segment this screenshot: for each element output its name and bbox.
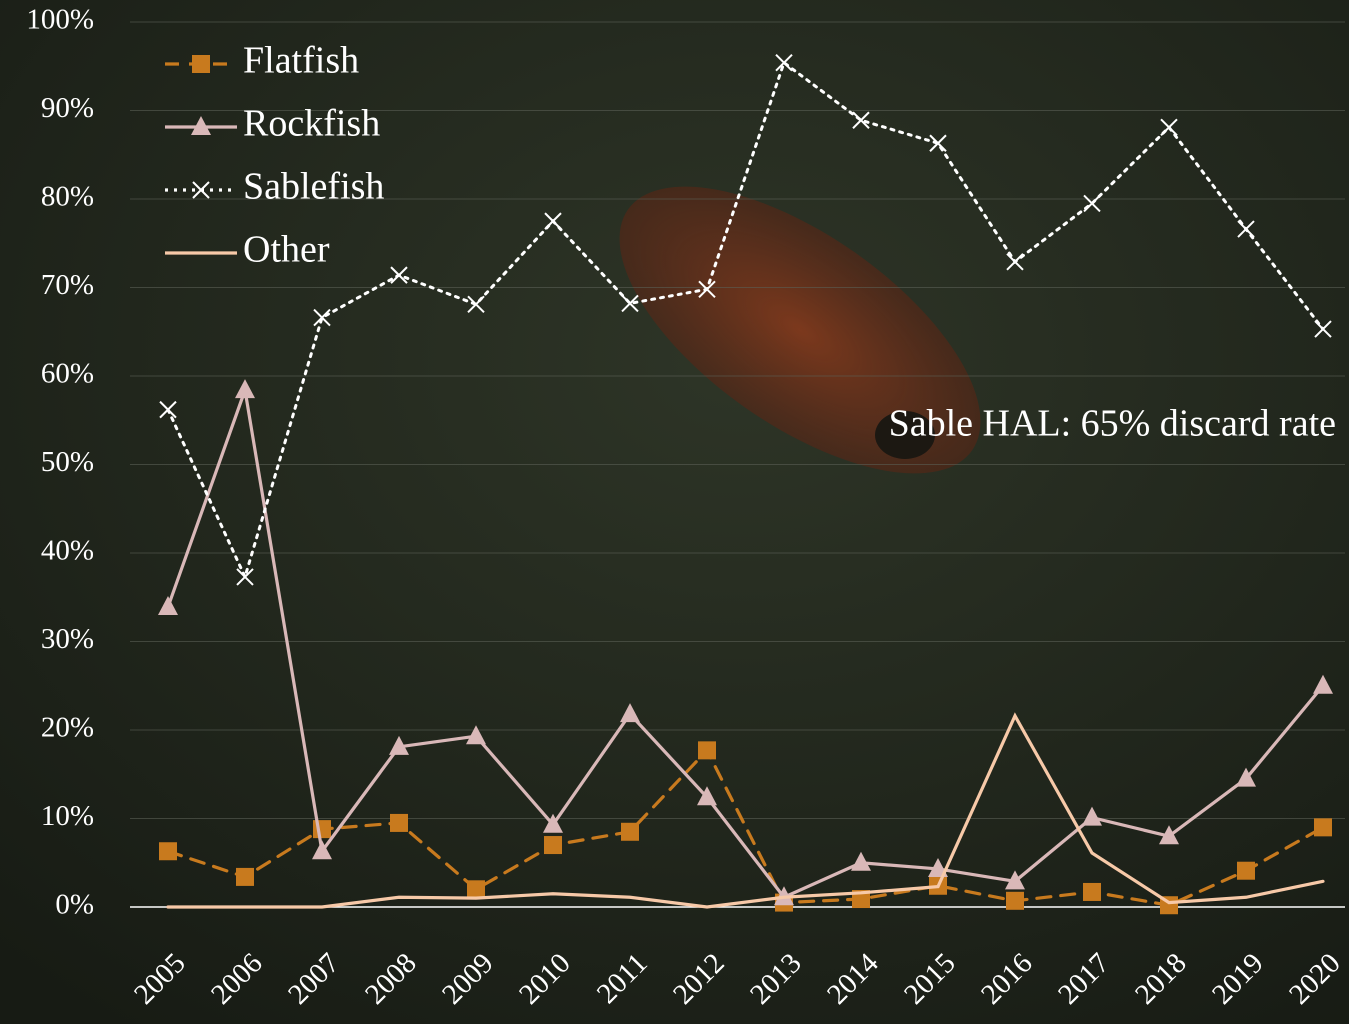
marker [1083, 882, 1101, 901]
series-line [166, 747, 1325, 907]
legend-item: Flatfish [165, 40, 359, 82]
marker [1313, 674, 1333, 694]
legend-label: Sablefish [243, 166, 384, 208]
marker [544, 836, 562, 855]
marker [1006, 891, 1024, 910]
marker [313, 308, 331, 327]
series [166, 712, 1325, 909]
marker [1237, 220, 1255, 238]
legend-label: Other [243, 229, 330, 271]
y-tick-label: 50% [41, 446, 94, 478]
marker [698, 741, 716, 760]
marker [929, 134, 947, 152]
y-tick-label: 30% [41, 623, 94, 655]
marker [544, 212, 562, 230]
marker [1082, 806, 1102, 826]
marker [1160, 118, 1178, 137]
series [159, 54, 1332, 586]
y-tick-label: 10% [41, 800, 94, 832]
marker [621, 294, 639, 313]
marker [389, 735, 409, 755]
marker [1083, 194, 1101, 213]
marker [775, 54, 793, 72]
legend-item: Other [165, 229, 330, 271]
marker [466, 725, 486, 745]
background-fish [619, 186, 981, 474]
marker [1005, 870, 1025, 890]
marker [390, 813, 408, 832]
legend-marker [192, 55, 210, 73]
series-line [166, 383, 1325, 900]
marker [1236, 767, 1256, 787]
marker [1159, 825, 1179, 845]
marker [1237, 861, 1255, 880]
legend-marker [191, 116, 211, 135]
legend-label: Rockfish [243, 103, 380, 145]
marker [236, 568, 254, 586]
y-tick-label: 80% [41, 181, 94, 213]
marker [1006, 253, 1024, 271]
legend-marker [192, 181, 210, 199]
marker [621, 822, 639, 841]
marker [697, 786, 717, 806]
legend-item: Sablefish [165, 166, 384, 208]
marker [1314, 818, 1332, 837]
marker [467, 295, 485, 314]
marker [158, 595, 178, 615]
series-line [166, 60, 1325, 582]
y-tick-label: 100% [26, 4, 94, 36]
marker [620, 703, 640, 723]
annotation: Sable HAL: 65% discard rate [889, 403, 1336, 445]
marker [235, 379, 255, 399]
y-tick-label: 0% [55, 889, 94, 921]
marker [159, 842, 177, 861]
marker [851, 851, 871, 871]
y-tick-label: 40% [41, 535, 94, 567]
y-tick-label: 20% [41, 712, 94, 744]
marker [390, 266, 408, 284]
series [158, 379, 1333, 906]
marker [1314, 320, 1332, 338]
legend-label: Flatfish [243, 40, 359, 82]
marker [543, 813, 563, 833]
marker [698, 280, 716, 298]
marker [312, 840, 332, 860]
y-tick-label: 90% [41, 92, 94, 124]
marker [159, 400, 177, 419]
marker [852, 111, 870, 129]
marker [467, 880, 485, 899]
y-tick-label: 60% [41, 358, 94, 390]
marker [236, 867, 254, 886]
legend-item: Rockfish [165, 103, 380, 145]
y-tick-label: 70% [41, 269, 94, 301]
series-line [166, 712, 1325, 909]
